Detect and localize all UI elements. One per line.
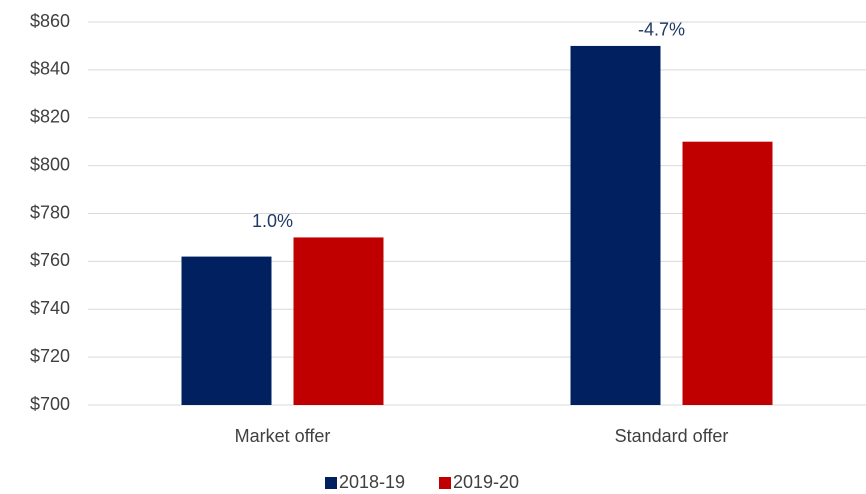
- y-tick-label: $860: [30, 11, 70, 31]
- y-tick-label: $700: [30, 394, 70, 414]
- y-tick-label: $780: [30, 202, 70, 222]
- legend-label: 2018-19: [339, 472, 405, 492]
- y-tick-label: $740: [30, 298, 70, 318]
- bar: [181, 256, 272, 405]
- y-tick-label: $720: [30, 346, 70, 366]
- y-tick-label: $760: [30, 250, 70, 270]
- bar: [682, 141, 773, 405]
- annotation: -4.7%: [638, 20, 685, 40]
- y-tick-label: $840: [30, 59, 70, 79]
- legend-label: 2019-20: [453, 472, 519, 492]
- bar: [293, 237, 384, 405]
- y-tick-label: $820: [30, 107, 70, 127]
- bar: [570, 45, 661, 405]
- x-tick-label: Market offer: [235, 426, 331, 446]
- legend-swatch: [325, 477, 337, 489]
- x-tick-label: Standard offer: [615, 426, 729, 446]
- legend-swatch: [439, 477, 451, 489]
- annotation: 1.0%: [252, 211, 293, 231]
- y-tick-label: $800: [30, 154, 70, 174]
